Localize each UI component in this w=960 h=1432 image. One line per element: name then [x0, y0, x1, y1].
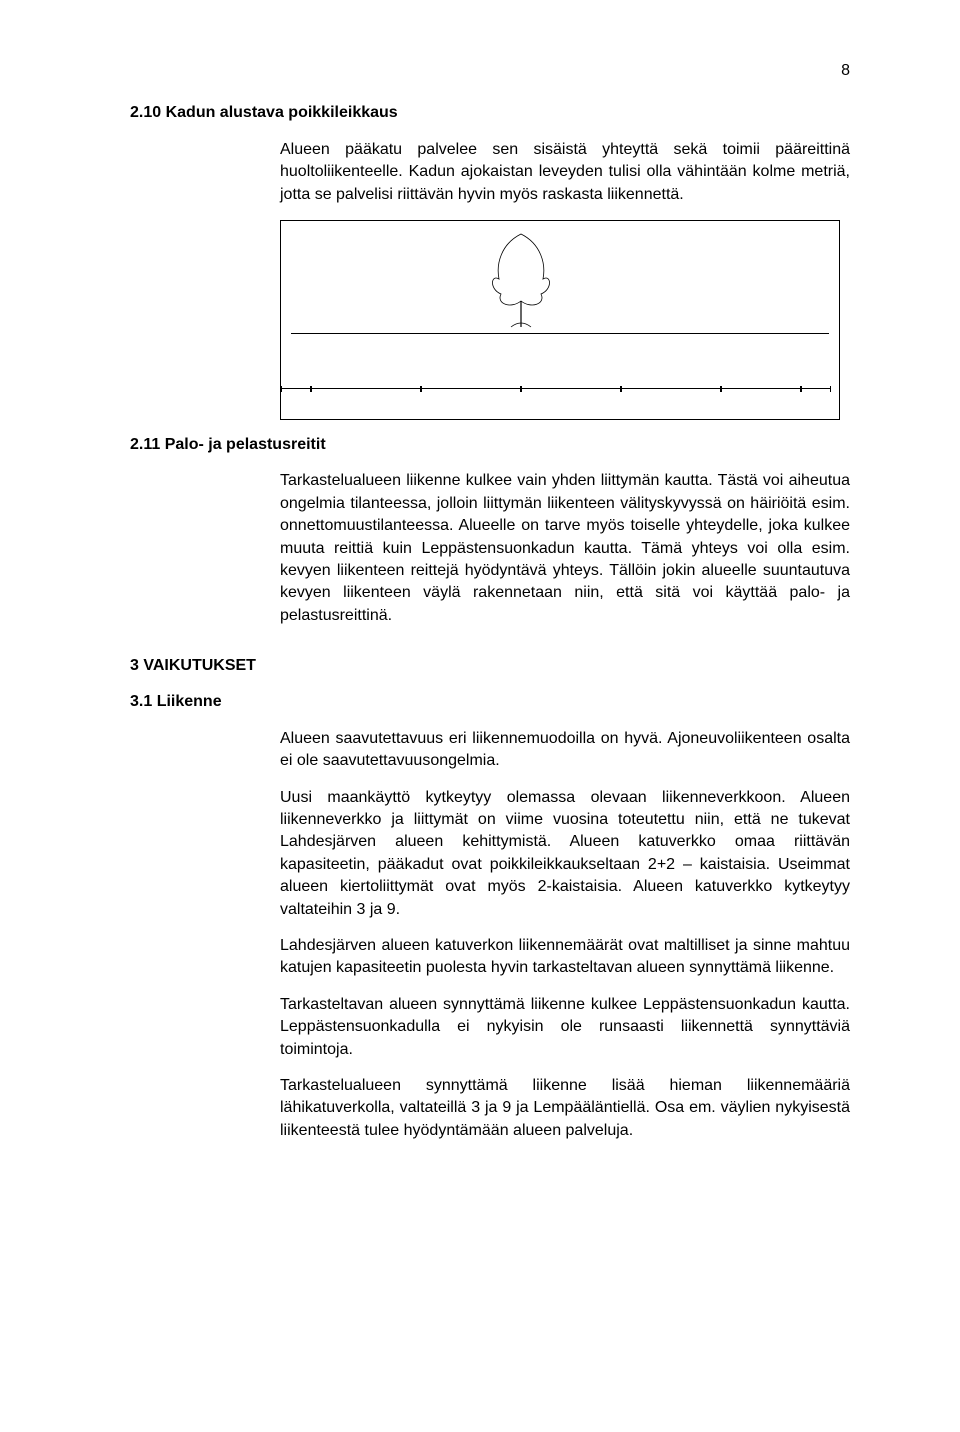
heading-2-10: 2.10 Kadun alustava poikkileikkaus [130, 102, 850, 124]
para-3-1-5: Tarkastelualueen synnyttämä liikenne lis… [280, 1075, 850, 1142]
dim-cell [421, 388, 521, 393]
tree-icon [481, 229, 561, 329]
dim-cell [521, 388, 621, 393]
heading-3: 3 VAIKUTUKSET [130, 655, 850, 677]
para-3-1-1: Alueen saavutettavuus eri liikennemuodoi… [280, 728, 850, 773]
para-2-10-1: Alueen pääkatu palvelee sen sisäistä yht… [280, 139, 850, 206]
para-3-1-3: Lahdesjärven alueen katuverkon liikennem… [280, 935, 850, 980]
cross-section-diagram [280, 220, 840, 420]
heading-3-1: 3.1 Liikenne [130, 691, 850, 713]
para-2-11-1: Tarkastelualueen liikenne kulkee vain yh… [280, 470, 850, 627]
para-3-1-4: Tarkasteltavan alueen synnyttämä liikenn… [280, 994, 850, 1061]
dim-cell [801, 388, 831, 393]
dim-cell [621, 388, 721, 393]
dim-cell [281, 388, 311, 393]
heading-2-11: 2.11 Palo- ja pelastusreitit [130, 434, 850, 456]
para-3-1-2: Uusi maankäyttö kytkeytyy olemassa oleva… [280, 787, 850, 921]
ground-line [291, 333, 829, 334]
dim-cell [721, 388, 801, 393]
dimension-row [281, 388, 839, 393]
page-number: 8 [130, 60, 850, 82]
figure-3-wrap [280, 220, 850, 420]
dim-cell [311, 388, 421, 393]
